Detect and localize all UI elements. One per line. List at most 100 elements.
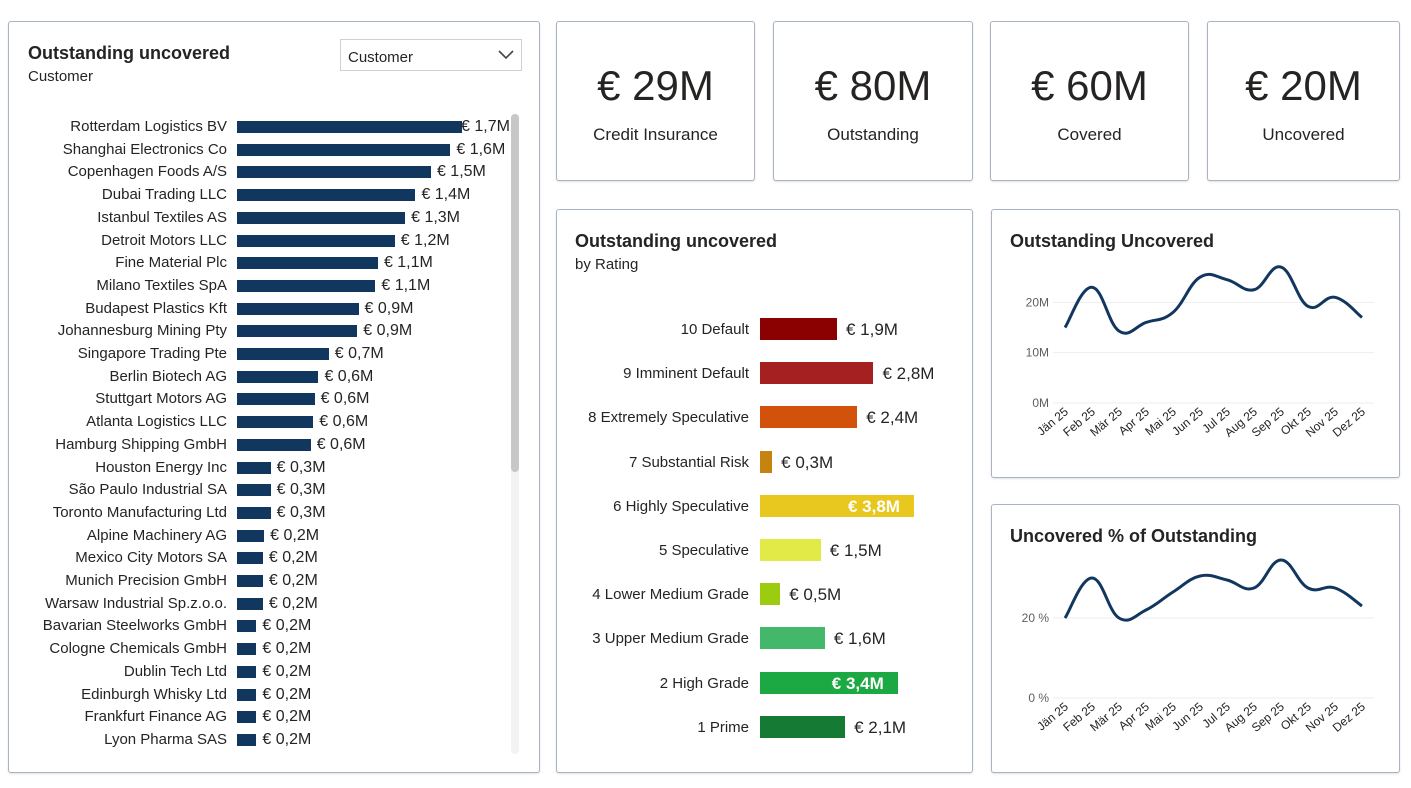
bar[interactable] <box>237 279 376 292</box>
data-point-jul-25[interactable] <box>1222 275 1232 285</box>
bar-row-copenhagen-foods-a-s[interactable]: Copenhagen Foods A/S € 1,5M <box>9 161 509 183</box>
data-point-aug-25[interactable] <box>1249 583 1259 593</box>
bar-row-cologne-chemicals-gmbh[interactable]: Cologne Chemicals GmbH € 0,2M <box>9 638 509 660</box>
bar-row-lyon-pharma-sas[interactable]: Lyon Pharma SAS € 0,2M <box>9 729 509 751</box>
data-point-dez-25[interactable] <box>1357 601 1367 611</box>
bar[interactable] <box>237 688 257 701</box>
bar[interactable] <box>237 370 319 383</box>
bar[interactable] <box>237 461 271 474</box>
bar-row-dublin-tech-ltd[interactable]: Dublin Tech Ltd € 0,2M <box>9 661 509 683</box>
data-point-jan-25[interactable] <box>1060 613 1070 623</box>
rating-bar[interactable] <box>760 539 821 561</box>
bar[interactable] <box>237 211 406 224</box>
bar-row-dubai-trading-llc[interactable]: Dubai Trading LLC € 1,4M <box>9 184 509 206</box>
bar-row-detroit-motors-llc[interactable]: Detroit Motors LLC € 1,2M <box>9 230 509 252</box>
bar-row-stuttgart-motors-ag[interactable]: Stuttgart Motors AG € 0,6M <box>9 388 509 410</box>
data-point-mar-25[interactable] <box>1114 613 1124 623</box>
rating-bar[interactable] <box>760 671 898 694</box>
rating-bar[interactable] <box>760 406 858 429</box>
rating-row-2-high-grade[interactable]: 2 High Grade € 3,4M <box>557 671 971 696</box>
bar-row-hamburg-shipping-gmbh[interactable]: Hamburg Shipping GmbH € 0,6M <box>9 434 509 456</box>
bar-row-milano-textiles-spa[interactable]: Milano Textiles SpA € 1,1M <box>9 275 509 297</box>
bar[interactable] <box>237 620 257 633</box>
rating-bar[interactable] <box>760 362 874 385</box>
kpi-card-credit-insurance[interactable]: € 29M Credit Insurance <box>556 21 755 181</box>
kpi-card-outstanding[interactable]: € 80M Outstanding <box>773 21 973 181</box>
bar-row-mexico-city-motors-sa[interactable]: Mexico City Motors SA € 0,2M <box>9 547 509 569</box>
rating-bar[interactable] <box>760 715 846 738</box>
bar[interactable] <box>237 416 314 429</box>
bar[interactable] <box>237 348 329 360</box>
series-line[interactable] <box>1063 265 1363 335</box>
scrollbar[interactable] <box>511 114 519 754</box>
kpi-card-uncovered[interactable]: € 20M Uncovered <box>1207 21 1400 181</box>
data-point-jun-25[interactable] <box>1195 272 1205 282</box>
rating-bar[interactable] <box>760 583 781 606</box>
bar-row-shanghai-electronics-co[interactable]: Shanghai Electronics Co € 1,6M <box>9 139 509 161</box>
bar-row-frankfurt-finance-ag[interactable]: Frankfurt Finance AG € 0,2M <box>9 706 509 728</box>
bar[interactable] <box>237 597 263 610</box>
data-point-jun-25[interactable] <box>1195 571 1205 581</box>
bar-row-singapore-trading-pte[interactable]: Singapore Trading Pte € 0,7M <box>9 343 509 365</box>
bar-row-alpine-machinery-ag[interactable]: Alpine Machinery AG € 0,2M <box>9 525 509 547</box>
data-point-apr-25[interactable] <box>1141 317 1151 327</box>
bar-row-toronto-manufacturing-ltd[interactable]: Toronto Manufacturing Ltd € 0,3M <box>9 502 509 524</box>
data-point-mar-25[interactable] <box>1114 326 1124 336</box>
rating-row-3-upper-medium-grade[interactable]: 3 Upper Medium Grade € 1,6M <box>557 627 971 651</box>
data-point-apr-25[interactable] <box>1141 605 1151 615</box>
bar[interactable] <box>237 552 263 565</box>
bar[interactable] <box>237 393 315 406</box>
bar[interactable] <box>237 189 416 202</box>
bar-row-budapest-plastics-kft[interactable]: Budapest Plastics Kft € 0,9M <box>9 298 509 320</box>
bar-row-istanbul-textiles-as[interactable]: Istanbul Textiles AS € 1,3M <box>9 207 509 229</box>
data-point-nov-25[interactable] <box>1330 583 1340 593</box>
bar-row-sao-paulo-industrial-sa[interactable]: São Paulo Industrial SA € 0,3M <box>9 479 509 501</box>
rating-row-6-highly-speculative[interactable]: 6 Highly Speculative € 3,8M <box>557 494 971 519</box>
rating-row-5-speculative[interactable]: 5 Speculative € 1,5M <box>557 539 971 563</box>
rating-bar[interactable] <box>760 627 825 650</box>
bar[interactable] <box>237 665 257 678</box>
data-point-dez-25[interactable] <box>1357 312 1367 322</box>
data-point-sep-25[interactable] <box>1276 555 1286 565</box>
bar[interactable] <box>237 484 271 497</box>
customer-dropdown[interactable]: Customer <box>340 39 522 71</box>
series-line[interactable] <box>1063 558 1363 622</box>
bar-row-berlin-biotech-ag[interactable]: Berlin Biotech AG € 0,6M <box>9 366 509 388</box>
bar[interactable] <box>237 733 257 746</box>
bar[interactable] <box>237 302 359 315</box>
bar-row-bavarian-steelworks-gmbh[interactable]: Bavarian Steelworks GmbH € 0,2M <box>9 615 509 637</box>
data-point-feb-25[interactable] <box>1087 282 1097 292</box>
data-point-nov-25[interactable] <box>1330 292 1340 302</box>
data-point-jan-25[interactable] <box>1060 323 1070 333</box>
kpi-card-covered[interactable]: € 60M Covered <box>990 21 1189 181</box>
bar[interactable] <box>237 529 265 542</box>
bar-row-munich-precision-gmbh[interactable]: Munich Precision GmbH € 0,2M <box>9 570 509 592</box>
data-point-mai-25[interactable] <box>1168 587 1178 597</box>
bar[interactable] <box>237 506 271 519</box>
rating-row-10-default[interactable]: 10 Default € 1,9M <box>557 318 971 342</box>
bar-row-rotterdam-logistics-bv[interactable]: Rotterdam Logistics BV € 1,7M <box>9 116 510 138</box>
data-point-feb-25[interactable] <box>1087 573 1097 583</box>
rating-row-7-substantial-risk[interactable]: 7 Substantial Risk € 0,3M <box>557 450 971 475</box>
bar[interactable] <box>237 438 311 451</box>
bar-row-edinburgh-whisky-ltd[interactable]: Edinburgh Whisky Ltd € 0,2M <box>9 684 509 706</box>
bar[interactable] <box>237 121 462 133</box>
bar[interactable] <box>237 325 358 338</box>
rating-row-1-prime[interactable]: 1 Prime € 2,1M <box>557 715 971 740</box>
bar-row-atlanta-logistics-llc[interactable]: Atlanta Logistics LLC € 0,6M <box>9 411 509 433</box>
data-point-jul-25[interactable] <box>1222 575 1232 585</box>
data-point-mai-25[interactable] <box>1168 307 1178 317</box>
bar[interactable] <box>237 643 257 656</box>
scrollbar-thumb[interactable] <box>511 114 519 472</box>
bar-row-houston-energy-inc[interactable]: Houston Energy Inc € 0,3M <box>9 457 509 479</box>
rating-bar[interactable] <box>760 494 914 517</box>
bar-row-fine-material-plc[interactable]: Fine Material Plc € 1,1M <box>9 252 509 274</box>
bar[interactable] <box>237 711 257 724</box>
bar-row-johannesburg-mining-pty[interactable]: Johannesburg Mining Pty € 0,9M <box>9 320 509 342</box>
rating-bar[interactable] <box>760 450 773 473</box>
data-point-okt-25[interactable] <box>1303 583 1313 593</box>
data-point-aug-25[interactable] <box>1249 285 1259 295</box>
rating-row-8-extremely-speculative[interactable]: 8 Extremely Speculative € 2,4M <box>557 406 971 430</box>
bar[interactable] <box>237 257 378 270</box>
bar[interactable] <box>237 234 395 247</box>
